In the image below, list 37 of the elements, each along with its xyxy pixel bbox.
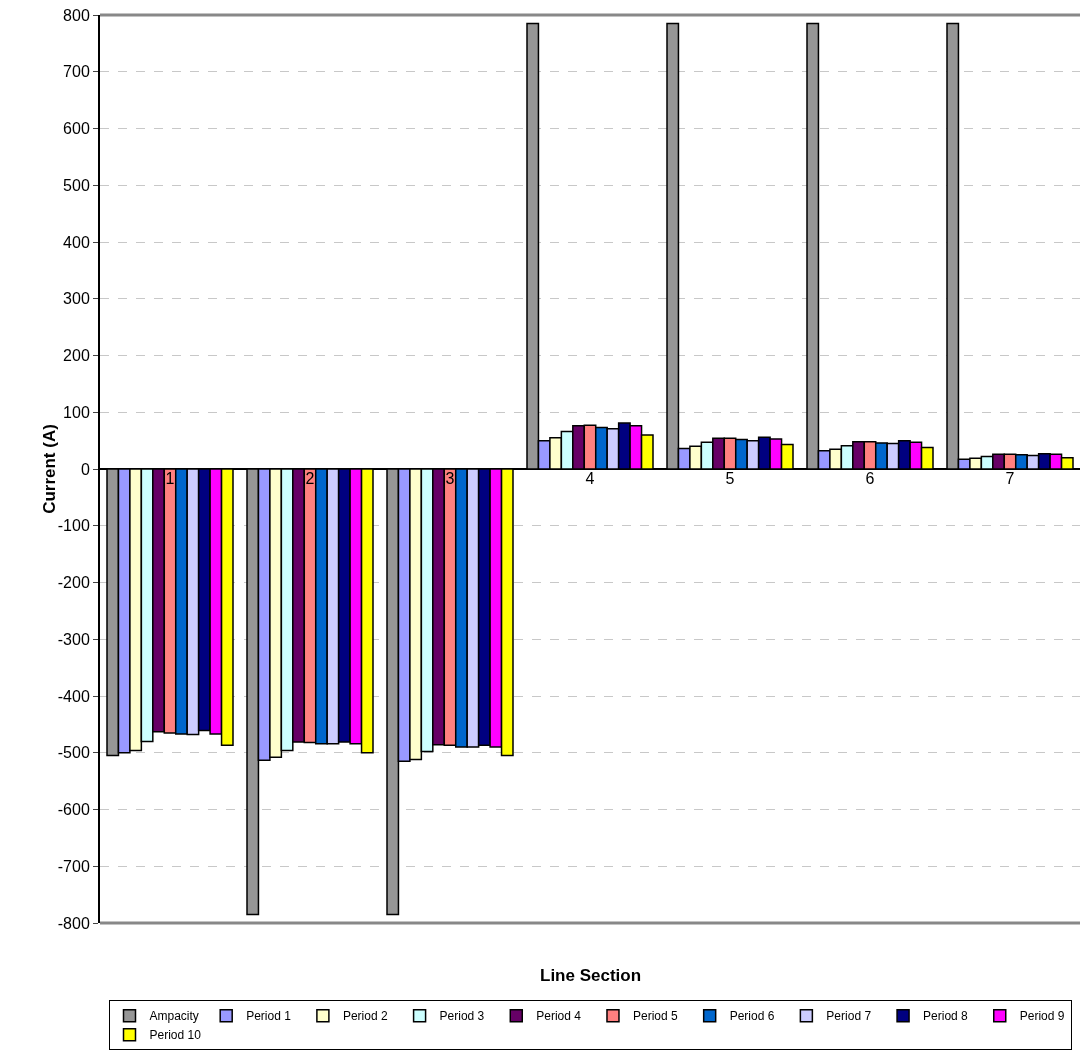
legend-label: Period 3 bbox=[439, 1009, 485, 1024]
y-tick-label: 800 bbox=[63, 6, 90, 24]
y-tick-label: 200 bbox=[63, 347, 90, 365]
y-tick-label: -300 bbox=[57, 630, 90, 648]
x-tick-label: 1 bbox=[165, 470, 175, 487]
y-tick-label: -200 bbox=[57, 574, 90, 592]
y-tick-label: 700 bbox=[63, 63, 90, 81]
legend-label: Period 5 bbox=[632, 1009, 678, 1024]
y-tick-label: -700 bbox=[57, 857, 90, 875]
y-tick-label: -500 bbox=[57, 744, 90, 762]
legend-label: Ampacity bbox=[149, 1009, 199, 1024]
y-tick-label: 300 bbox=[63, 290, 90, 308]
legend-label: Period 2 bbox=[342, 1009, 388, 1024]
legend-label: Period 10 bbox=[149, 1028, 202, 1043]
y-tick-label: -100 bbox=[57, 517, 90, 535]
x-tick-label: 7 bbox=[1005, 470, 1015, 487]
legend-label: Period 9 bbox=[1019, 1009, 1065, 1024]
x-tick-label: 3 bbox=[445, 470, 455, 487]
y-tick-label: -600 bbox=[57, 801, 90, 819]
y-axis-title: Current (A) bbox=[40, 424, 59, 514]
x-tick-label: 2 bbox=[305, 470, 315, 487]
x-axis-title: Line Section bbox=[540, 966, 642, 985]
y-tick-label: 400 bbox=[63, 233, 90, 251]
legend-label: Period 1 bbox=[246, 1009, 292, 1024]
legend-label: Period 8 bbox=[923, 1009, 969, 1024]
legend-label: Period 7 bbox=[826, 1009, 872, 1024]
y-tick-label: 500 bbox=[63, 176, 90, 194]
legend-label: Period 4 bbox=[536, 1009, 582, 1024]
y-tick-label: 0 bbox=[80, 460, 90, 478]
y-tick-label: 100 bbox=[63, 403, 90, 421]
legend-label: Period 6 bbox=[729, 1009, 775, 1024]
x-tick-label: 6 bbox=[865, 470, 875, 487]
y-tick-label: 600 bbox=[63, 120, 90, 138]
x-tick-label: 5 bbox=[725, 470, 735, 487]
x-tick-label: 4 bbox=[585, 470, 595, 487]
y-tick-label: -400 bbox=[57, 687, 90, 705]
y-tick-label: -800 bbox=[57, 914, 90, 932]
